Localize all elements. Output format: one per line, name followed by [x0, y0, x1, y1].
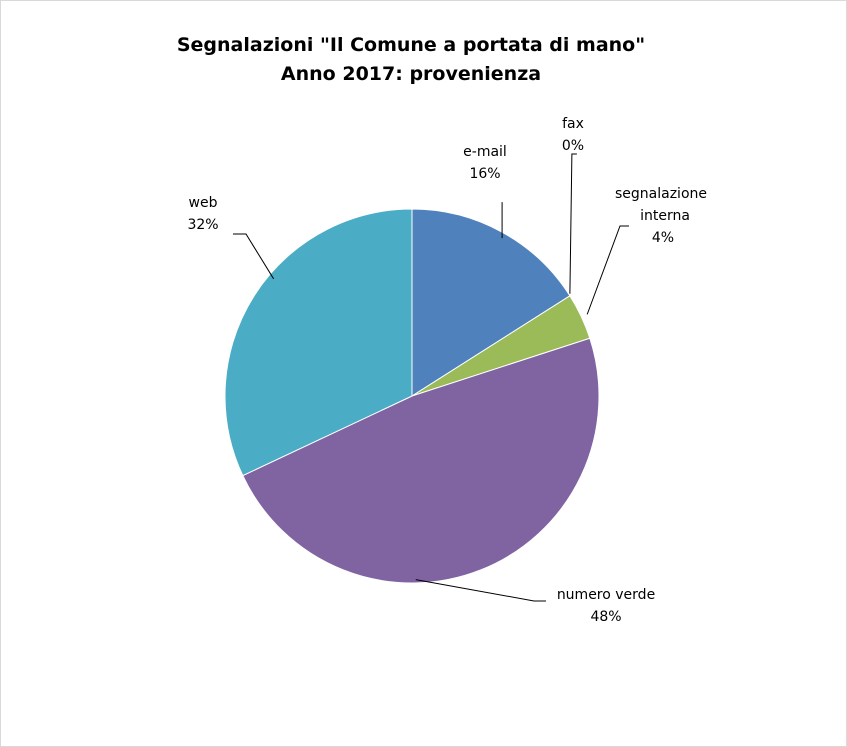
data-label-category: fax: [562, 116, 584, 132]
data-label-category: numero verde: [557, 587, 655, 603]
leader-line-segnalazione-interna: [586, 225, 629, 315]
data-label-numero-verde: numero verde 48%: [557, 587, 655, 625]
chart-title-line-2: Anno 2017: provenienza: [280, 63, 542, 85]
data-label-percent: 4%: [652, 230, 674, 246]
leader-lines: [233, 153, 629, 602]
chart-title: Segnalazioni "Il Comune a portata di man…: [1, 31, 821, 89]
data-label-web: web 32%: [187, 195, 218, 233]
data-label-category: segnalazione: [615, 186, 707, 202]
leader-line-fax: [569, 153, 577, 294]
data-label-fax: fax 0%: [562, 116, 584, 154]
pie-slice-numero-verde: [242, 337, 600, 584]
leader-line-web: [233, 233, 275, 280]
data-label-percent: 48%: [590, 609, 621, 625]
data-label-percent: 0%: [562, 138, 584, 154]
data-label-percent: 32%: [187, 217, 218, 233]
data-label-category: e-mail: [463, 144, 507, 160]
data-label-percent: 16%: [469, 166, 500, 182]
data-label-segnalazione-interna: segnalazione interna 4%: [615, 186, 707, 246]
data-label-category: interna: [640, 208, 690, 224]
data-label-e-mail: e-mail 16%: [463, 144, 507, 182]
pie-slices: [224, 208, 600, 584]
chart-title-line-1: Segnalazioni "Il Comune a portata di man…: [176, 34, 646, 56]
data-label-category: web: [189, 195, 218, 211]
leader-line-numero-verde: [415, 579, 546, 602]
data-labels: e-mail 16% fax 0% segnalazione interna 4% numer…: [187, 116, 707, 625]
